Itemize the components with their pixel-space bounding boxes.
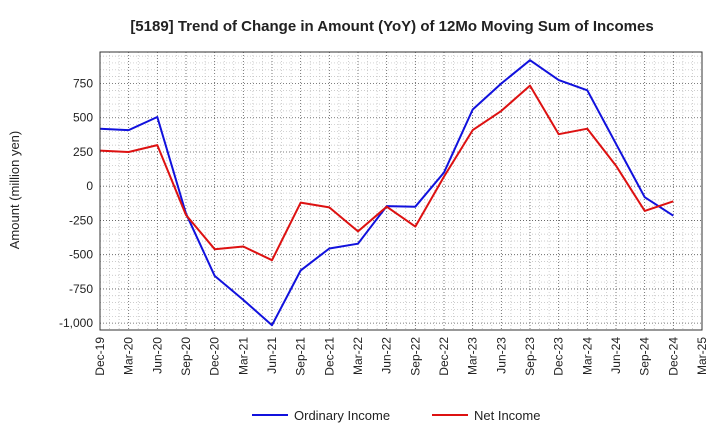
- legend-label: Ordinary Income: [294, 408, 390, 423]
- y-tick-label: -750: [69, 282, 93, 296]
- x-tick-label: Mar-21: [236, 337, 250, 375]
- x-tick-label: Dec-22: [437, 337, 451, 376]
- x-tick-label: Jun-24: [609, 337, 623, 374]
- x-tick-label: Jun-21: [265, 337, 279, 374]
- x-tick-labels: Dec-19 Mar-20 Jun-20 Sep-20 Dec-20 Mar-21 Jun-…: [93, 337, 709, 376]
- y-tick-labels: -1,000 -750 -500 -250 0 250 500 750: [59, 76, 93, 330]
- x-tick-label: Mar-25: [695, 337, 709, 375]
- y-tick-label: 250: [73, 145, 93, 159]
- x-tick-label: Jun-23: [494, 337, 508, 374]
- x-tick-label: Sep-21: [294, 337, 308, 376]
- y-tick-label: 750: [73, 76, 93, 90]
- series-lines: [99, 59, 674, 327]
- x-tick-label: Dec-21: [322, 337, 336, 376]
- legend: Ordinary Income Net Income: [252, 408, 540, 423]
- chart-title: [5189] Trend of Change in Amount (YoY) o…: [130, 18, 653, 35]
- grid: [100, 52, 702, 330]
- x-tick-label: Sep-22: [408, 337, 422, 376]
- x-tick-label: Mar-23: [466, 337, 480, 375]
- plot-frame: [99, 51, 703, 331]
- x-tick-label: Dec-23: [552, 337, 566, 376]
- series-line: [99, 84, 674, 262]
- x-tick-label: Mar-20: [122, 337, 136, 375]
- y-tick-label: 500: [73, 111, 93, 125]
- series-line: [99, 59, 674, 327]
- x-tick-label: Sep-23: [523, 337, 537, 376]
- y-axis-label: Amount (million yen): [7, 131, 22, 250]
- x-tick-label: Jun-22: [380, 337, 394, 374]
- y-tick-label: 0: [86, 179, 93, 193]
- x-tick-label: Mar-22: [351, 337, 365, 375]
- x-tick-label: Dec-19: [93, 337, 107, 376]
- y-tick-label: -500: [69, 248, 93, 262]
- x-tick-label: Mar-24: [580, 337, 594, 375]
- legend-label: Net Income: [474, 408, 540, 423]
- x-tick-label: Dec-20: [208, 337, 222, 376]
- y-tick-label: -1,000: [59, 316, 93, 330]
- x-tick-label: Dec-24: [666, 337, 680, 376]
- x-tick-label: Jun-20: [150, 337, 164, 374]
- y-tick-label: -250: [69, 213, 93, 227]
- x-tick-label: Sep-24: [638, 337, 652, 376]
- x-tick-label: Sep-20: [179, 337, 193, 376]
